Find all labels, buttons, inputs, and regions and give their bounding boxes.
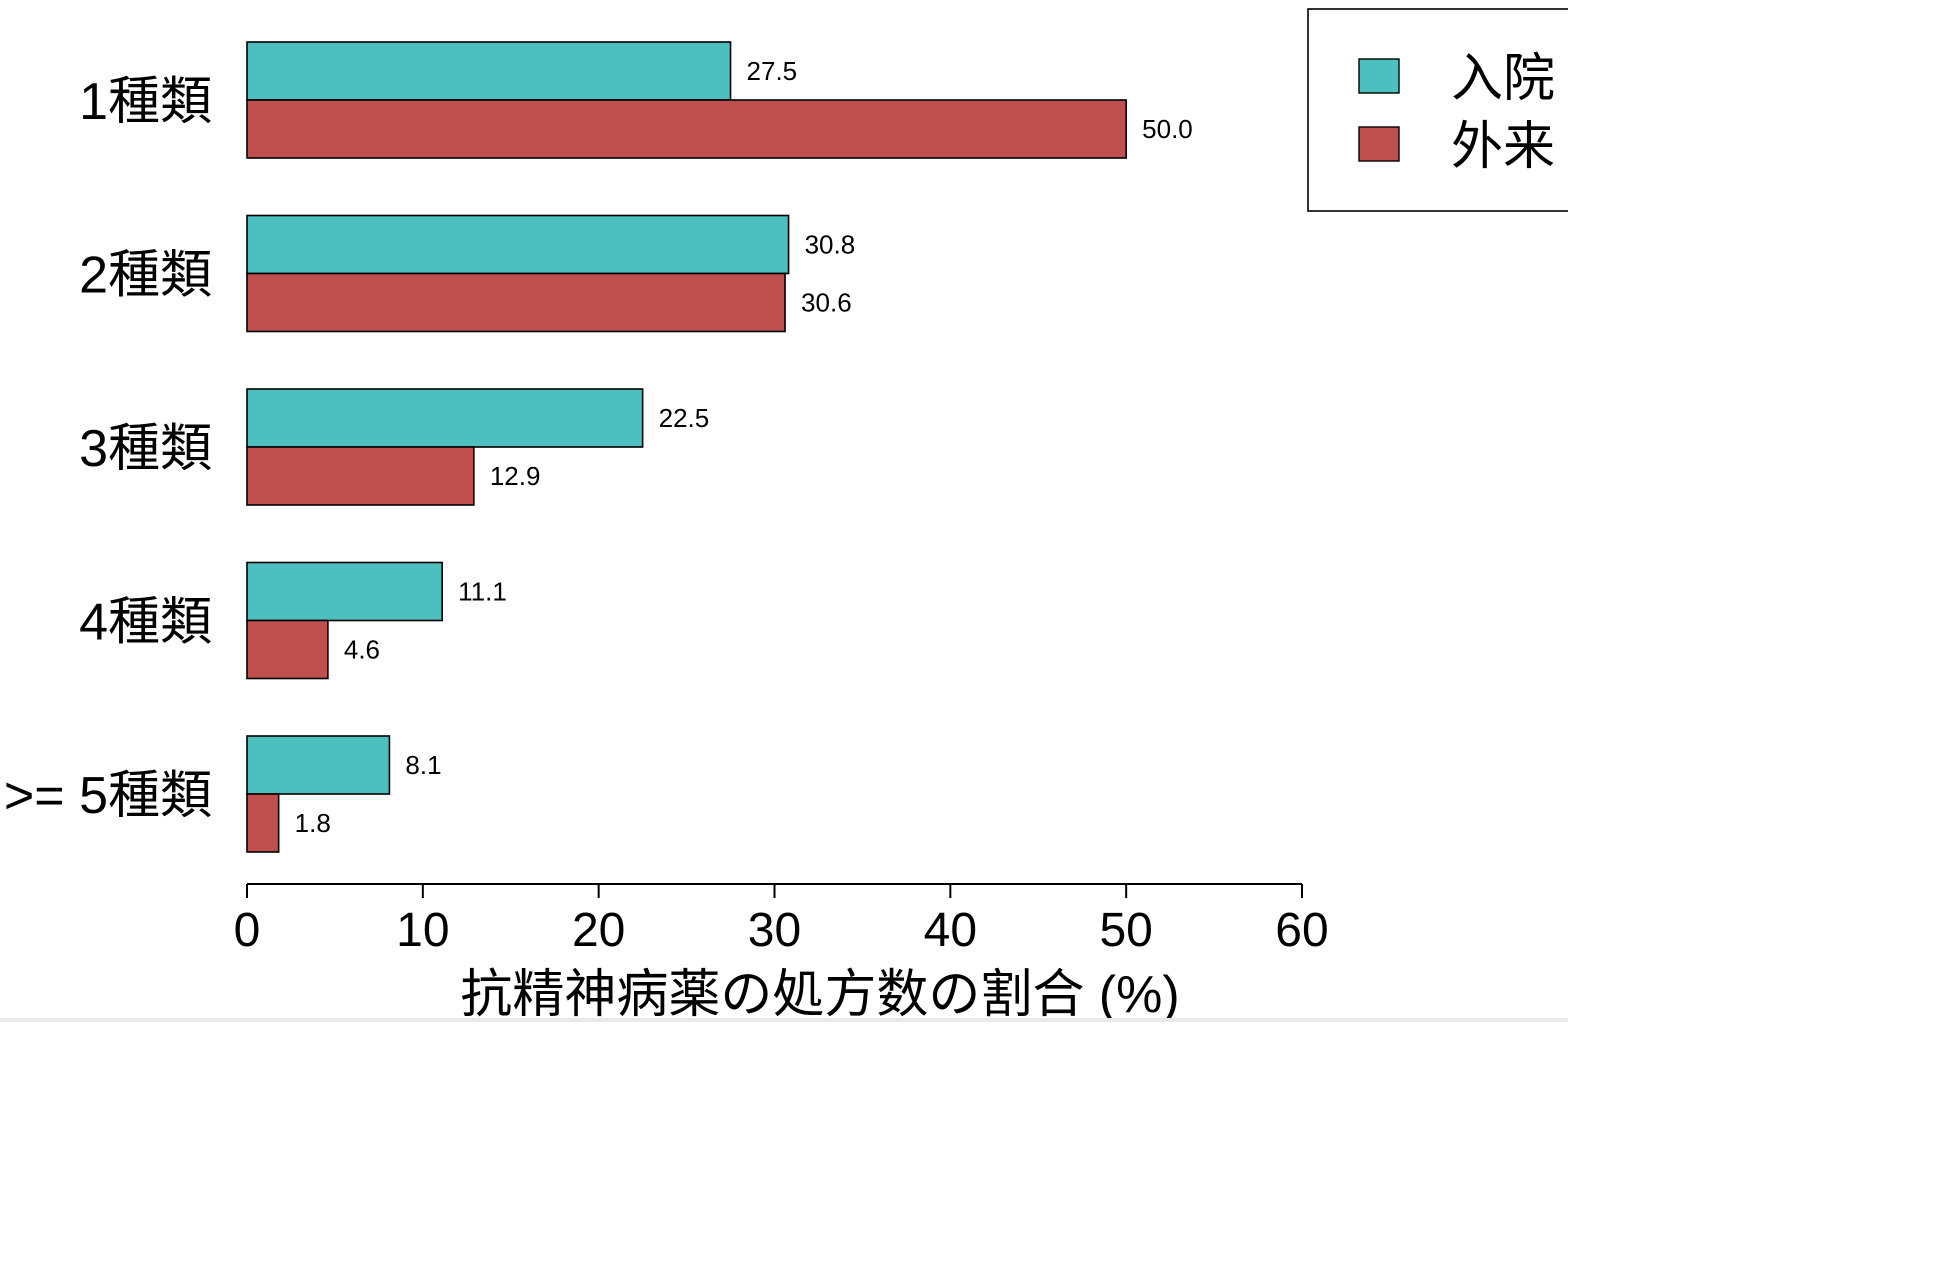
data-label: 30.8 xyxy=(805,230,856,260)
chart-area: 27.5 50.0 30.8 30.6 22.5 12.9 11.1 4.6 8.1 1.8 1種… xyxy=(0,8,1609,1024)
legend-box xyxy=(1307,8,1609,212)
bottom-strip xyxy=(0,1018,1568,1022)
bar-inpatient xyxy=(246,561,443,622)
bar-inpatient xyxy=(246,735,391,795)
x-axis: 0 10 20 30 40 50 60 xyxy=(234,883,1329,957)
data-label: 4.6 xyxy=(344,635,380,665)
data-label: 30.6 xyxy=(801,288,852,318)
bar-outpatient xyxy=(246,272,786,333)
data-label: 8.1 xyxy=(405,750,441,780)
data-label: 11.1 xyxy=(458,577,507,607)
category-labels-layer: 1種類 2種類 3種類 4種類 >= 5種類 xyxy=(4,73,212,825)
bar-outpatient xyxy=(246,793,280,853)
data-label: 12.9 xyxy=(490,461,541,491)
bar-inpatient xyxy=(246,41,732,101)
data-label: 50.0 xyxy=(1142,114,1193,144)
category-label: 3種類 xyxy=(79,420,212,478)
legend-swatch xyxy=(1358,58,1400,94)
legend-label: 入院 xyxy=(1451,50,1555,108)
x-axis-title: 抗精神病薬の処方数の割合 (%) xyxy=(460,966,1179,1022)
data-label: 27.5 xyxy=(747,56,798,86)
x-tick-label: 30 xyxy=(748,904,801,957)
category-label: 2種類 xyxy=(79,247,212,305)
data-label: 1.8 xyxy=(295,808,331,838)
x-tick-label: 40 xyxy=(924,904,977,957)
category-label: 4種類 xyxy=(79,594,212,652)
x-tick-label: 0 xyxy=(234,904,261,957)
data-label: 22.5 xyxy=(659,403,710,433)
x-tick-label: 60 xyxy=(1275,904,1328,957)
value-labels-layer: 27.5 50.0 30.8 30.6 22.5 12.9 11.1 4.6 8.1 1.8 xyxy=(295,56,1193,838)
x-tick-label: 50 xyxy=(1099,904,1152,957)
bar-chart: 27.5 50.0 30.8 30.6 22.5 12.9 11.1 4.6 8.1 1.8 1種… xyxy=(4,8,1609,1024)
bars-layer xyxy=(246,41,1127,853)
legend-label: 外来 xyxy=(1451,118,1555,176)
x-tick-label: 10 xyxy=(396,904,449,957)
bar-outpatient xyxy=(246,99,1127,159)
bar-outpatient xyxy=(246,619,329,680)
category-label: 1種類 xyxy=(79,73,212,131)
category-label: >= 5種類 xyxy=(4,767,212,825)
bar-inpatient xyxy=(246,388,644,448)
bar-inpatient xyxy=(246,214,790,275)
bar-outpatient xyxy=(246,446,475,506)
x-tick-label: 20 xyxy=(572,904,625,957)
legend-swatch xyxy=(1358,126,1400,162)
